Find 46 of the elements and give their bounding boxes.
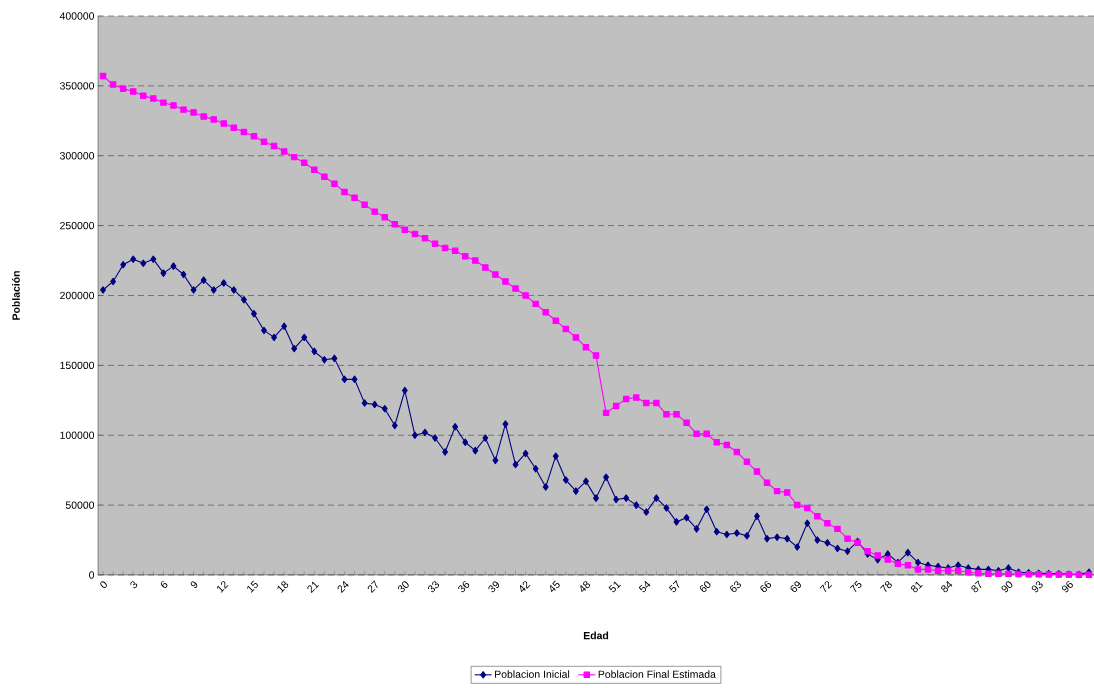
x-tick-label: 9 — [190, 581, 198, 589]
x-tick-label: 84 — [941, 580, 953, 593]
y-tick-label: 150000 — [60, 361, 95, 370]
y-tick-label: 200000 — [60, 291, 95, 300]
x-tick-label: 15 — [247, 580, 258, 593]
x-tick-label: 12 — [217, 581, 229, 593]
x-tick-label: 90 — [1001, 581, 1013, 593]
x-tick-label: 0 — [100, 581, 107, 588]
x-tick-label: 24 — [337, 580, 349, 593]
y-tick-label: 100000 — [60, 431, 95, 439]
x-tick-label: 69 — [790, 581, 801, 592]
x-tick-label: 3 — [130, 581, 138, 589]
x-tick-label: 21 — [307, 581, 320, 593]
x-tick-label: 57 — [668, 580, 680, 593]
x-tick-label: 60 — [699, 581, 711, 592]
x-tick-label: 33 — [428, 581, 440, 593]
x-tick-label: 75 — [849, 580, 862, 592]
x-tick-label: 78 — [880, 581, 892, 593]
y-tick-label: 250000 — [60, 221, 95, 230]
x-tick-label: 45 — [550, 580, 560, 592]
y-tick-label: 50000 — [65, 501, 95, 509]
x-tick-label: 27 — [367, 580, 378, 593]
x-tick-label: 39 — [488, 581, 500, 593]
x-tick-label: 63 — [730, 581, 741, 592]
x-tick-label: 93 — [1031, 581, 1043, 593]
x-tick-label: 81 — [910, 581, 923, 593]
y-tick-label: 350000 — [59, 82, 95, 90]
x-tick-label: 30 — [397, 581, 409, 593]
x-tick-label: 48 — [580, 581, 591, 593]
y-tick-label: 300000 — [59, 152, 95, 160]
legend-label: Poblacion Inicial — [495, 670, 570, 678]
y-tick-label: 400000 — [59, 12, 95, 20]
x-axis-title: Edad — [583, 631, 609, 640]
legend-label: Poblacion Final Estimada — [598, 670, 716, 678]
x-tick-label: 51 — [608, 581, 621, 593]
x-tick-label: 96 — [1061, 581, 1073, 593]
y-tick-label: 0 — [89, 571, 95, 579]
x-tick-label: 72 — [819, 581, 833, 593]
x-tick-label: 6 — [160, 581, 168, 588]
x-tick-label: 66 — [760, 581, 772, 592]
x-tick-label: 42 — [519, 581, 531, 593]
x-tick-label: 36 — [458, 581, 470, 593]
y-axis-title: Población — [12, 271, 20, 320]
x-tick-label: 18 — [277, 581, 289, 593]
x-tick-label: 54 — [638, 580, 651, 593]
x-tick-label: 87 — [971, 580, 982, 593]
